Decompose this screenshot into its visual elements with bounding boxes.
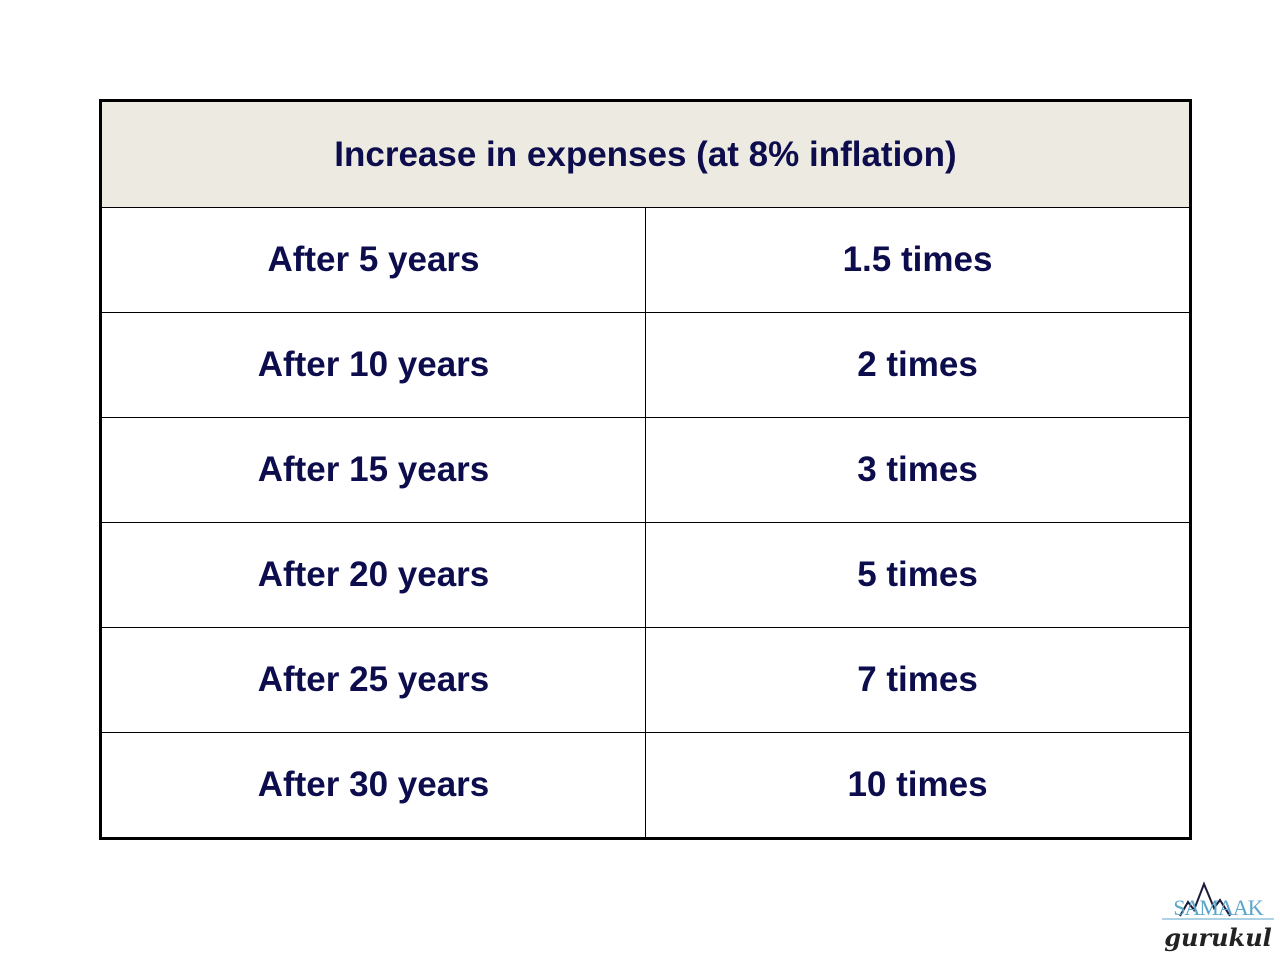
period-cell: After 20 years [100,522,646,628]
table-row: After 25 years 7 times [100,627,1191,733]
multiple-cell: 3 times [645,417,1191,523]
multiple-cell: 5 times [645,522,1191,628]
table-row: After 10 years 2 times [100,312,1191,418]
period-cell: After 25 years [100,627,646,733]
logo-mountain-icon [1179,881,1231,917]
table-row: After 5 years 1.5 times [100,207,1191,313]
table-title: Increase in expenses (at 8% inflation) [100,100,1191,208]
period-cell: After 10 years [100,312,646,418]
multiple-cell: 1.5 times [645,207,1191,313]
table-row: After 20 years 5 times [100,522,1191,628]
inflation-table: Increase in expenses (at 8% inflation) A… [99,99,1192,840]
multiple-cell: 10 times [645,732,1191,839]
table-row: After 30 years 10 times [100,732,1191,839]
table-header-row: Increase in expenses (at 8% inflation) [100,100,1191,208]
logo-top-text: SAMAAK [1173,895,1263,920]
period-cell: After 15 years [100,417,646,523]
period-cell: After 30 years [100,732,646,839]
multiple-cell: 7 times [645,627,1191,733]
logo-bottom-text: gurukul [1164,923,1272,952]
samaak-gurukul-logo: SAMAAK gurukul [1162,881,1274,952]
period-cell: After 5 years [100,207,646,313]
table-row: After 15 years 3 times [100,417,1191,523]
multiple-cell: 2 times [645,312,1191,418]
